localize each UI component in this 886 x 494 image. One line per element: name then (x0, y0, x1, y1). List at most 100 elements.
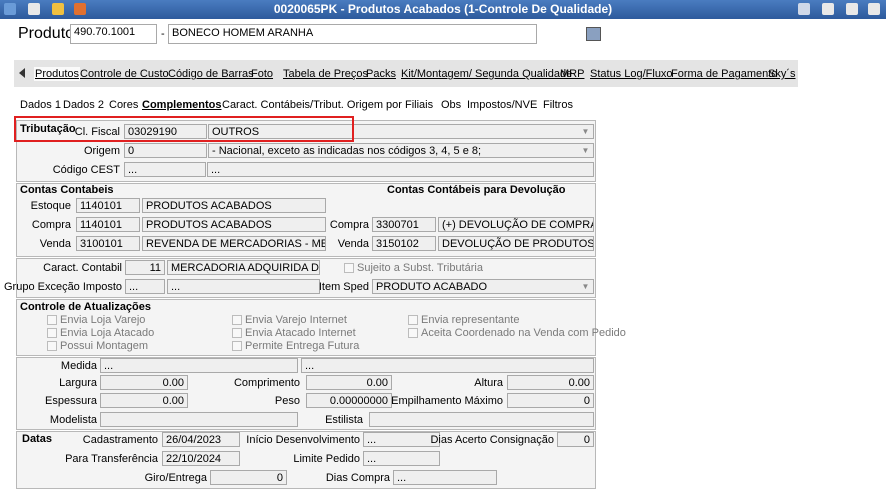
checkbox[interactable] (232, 328, 242, 338)
sub-tab[interactable]: Obs (441, 99, 462, 111)
toolbar-icon[interactable] (74, 3, 86, 15)
sub-tab[interactable]: Dados 1 (20, 99, 61, 111)
product-code-input[interactable]: 490.70.1001 (70, 24, 157, 44)
input-field[interactable]: 0.00 (100, 393, 188, 408)
checkbox[interactable] (344, 263, 354, 273)
product-name-input[interactable]: BONECO HOMEM ARANHA (168, 24, 537, 44)
checkbox-label: Possui Montagem (60, 340, 149, 352)
input-field[interactable]: PRODUTOS ACABADOS (142, 198, 326, 213)
tab-scroll-left[interactable] (19, 68, 25, 78)
input-field[interactable]: 3150102 (372, 236, 436, 251)
field-label: Giro/Entrega (144, 472, 207, 484)
field-label: Item Sped (318, 281, 369, 293)
checkbox-label: Sujeito a Subst. Tributária (357, 262, 483, 274)
input-field[interactable]: 0.00 (306, 375, 392, 390)
product-label: Produto (18, 25, 75, 42)
input-field[interactable]: 1140101 (76, 217, 140, 232)
sub-tab-bar (14, 92, 604, 120)
close-button[interactable] (868, 3, 880, 15)
input-field[interactable]: 3300701 (372, 217, 436, 232)
main-tab[interactable]: Status Log/Fluxo (590, 68, 673, 80)
main-tab[interactable]: Código de Barras (168, 68, 254, 80)
dropdown-arrow[interactable]: ▼ (581, 146, 590, 155)
main-tab-bar (14, 60, 798, 87)
input-field[interactable]: 22/10/2024 (162, 451, 240, 466)
input-field[interactable]: ... (393, 470, 497, 485)
app-icon[interactable] (4, 3, 16, 15)
section-title: Datas (22, 433, 52, 445)
sub-tab[interactable]: Complementos (142, 99, 222, 111)
input-field[interactable]: 0 (557, 432, 594, 447)
input-field[interactable]: 3100101 (76, 236, 140, 251)
dropdown-arrow[interactable]: ▼ (581, 127, 590, 136)
field-label: Dias Acerto Consignação (430, 434, 554, 446)
input-field[interactable]: ... (125, 279, 165, 294)
sub-tab[interactable]: Dados 2 (63, 99, 104, 111)
sub-tab[interactable]: Caract. Contábeis/Tribut. Origem por Fil… (222, 99, 434, 111)
toolbar-icon[interactable] (52, 3, 64, 15)
input-field[interactable]: PRODUTOS ACABADOS (142, 217, 326, 232)
main-tab[interactable]: Produtos (34, 67, 81, 81)
checkbox[interactable] (232, 341, 242, 351)
maximize-button[interactable] (846, 3, 858, 15)
main-tab[interactable]: Tabela de Preços (283, 68, 368, 80)
main-tab[interactable]: Kit/Montagem/ Segunda Qualidade (401, 68, 573, 80)
input-field[interactable]: 0.00 (100, 375, 188, 390)
toolbar-icon[interactable] (28, 3, 40, 15)
input-field[interactable]: MERCADORIA ADQUIRIDA DE TERC (167, 260, 320, 275)
sub-tab[interactable]: Cores (109, 99, 139, 111)
main-tab[interactable]: Foto (251, 68, 274, 80)
input-field[interactable]: 1140101 (76, 198, 140, 213)
input-field[interactable]: REVENDA DE MERCADORIAS - MERC. NACI (142, 236, 326, 251)
input-field[interactable]: 0.00000000 (306, 393, 392, 408)
checkbox[interactable] (232, 315, 242, 325)
checkbox[interactable] (47, 341, 57, 351)
dropdown-arrow[interactable]: ▼ (581, 282, 590, 291)
main-tab[interactable]: MRP (560, 68, 585, 80)
input-field[interactable]: ... (167, 279, 320, 294)
input-field[interactable]: (+) DEVOLUÇÃO DE COMPRA P/REVI (438, 217, 594, 232)
sub-tab[interactable]: Filtros (543, 99, 573, 111)
input-field[interactable]: ... (100, 358, 298, 373)
field-label: Altura (474, 377, 503, 389)
checkbox[interactable] (408, 315, 418, 325)
dropdown[interactable]: OUTROS ▼ (208, 124, 594, 139)
checkbox-label: Envia Loja Atacado (60, 327, 155, 339)
main-tab[interactable]: Sky´s (768, 68, 796, 80)
checkbox[interactable] (47, 328, 57, 338)
main-tab[interactable]: Packs (366, 68, 396, 80)
input-field[interactable]: ... (363, 451, 440, 466)
field-label: Compra (329, 219, 369, 231)
input-field[interactable]: ... (363, 432, 440, 447)
minimize-button[interactable] (822, 3, 834, 15)
field-label: Início Desenvolvimento (246, 434, 360, 446)
input-field[interactable] (100, 412, 298, 427)
input-field[interactable]: 0 (210, 470, 287, 485)
input-field[interactable]: ... (301, 358, 594, 373)
field-label: Medida (60, 360, 97, 372)
dropdown[interactable]: - Nacional, exceto as indicadas nos códi… (208, 143, 594, 158)
window-icon[interactable] (798, 3, 810, 15)
input-field[interactable]: 0 (507, 393, 594, 408)
group-datas (16, 431, 596, 489)
input-field[interactable]: 03029190 (124, 124, 207, 139)
field-label: Cl. Fiscal (74, 126, 120, 138)
input-field[interactable]: ... (207, 162, 594, 177)
input-field[interactable]: 0 (124, 143, 207, 158)
title-bar (0, 0, 886, 19)
main-tab[interactable]: Forma de Pagamento (671, 68, 778, 80)
field-label: Limite Pedido (293, 453, 360, 465)
checkbox[interactable] (408, 328, 418, 338)
sub-tab[interactable]: Impostos/NVE (467, 99, 538, 111)
input-field[interactable]: 0.00 (507, 375, 594, 390)
main-tab[interactable]: Controle de Custo (80, 68, 169, 80)
input-field[interactable] (369, 412, 594, 427)
dropdown[interactable]: PRODUTO ACABADO ▼ (372, 279, 594, 294)
checkbox[interactable] (47, 315, 57, 325)
input-field[interactable]: 11 (125, 260, 165, 275)
copy-icon[interactable] (586, 27, 601, 41)
input-field[interactable]: 26/04/2023 (162, 432, 240, 447)
input-field[interactable]: DEVOLUÇÃO DE PRODUTOS (438, 236, 594, 251)
field-label: Origem (83, 145, 120, 157)
input-field[interactable]: ... (124, 162, 206, 177)
